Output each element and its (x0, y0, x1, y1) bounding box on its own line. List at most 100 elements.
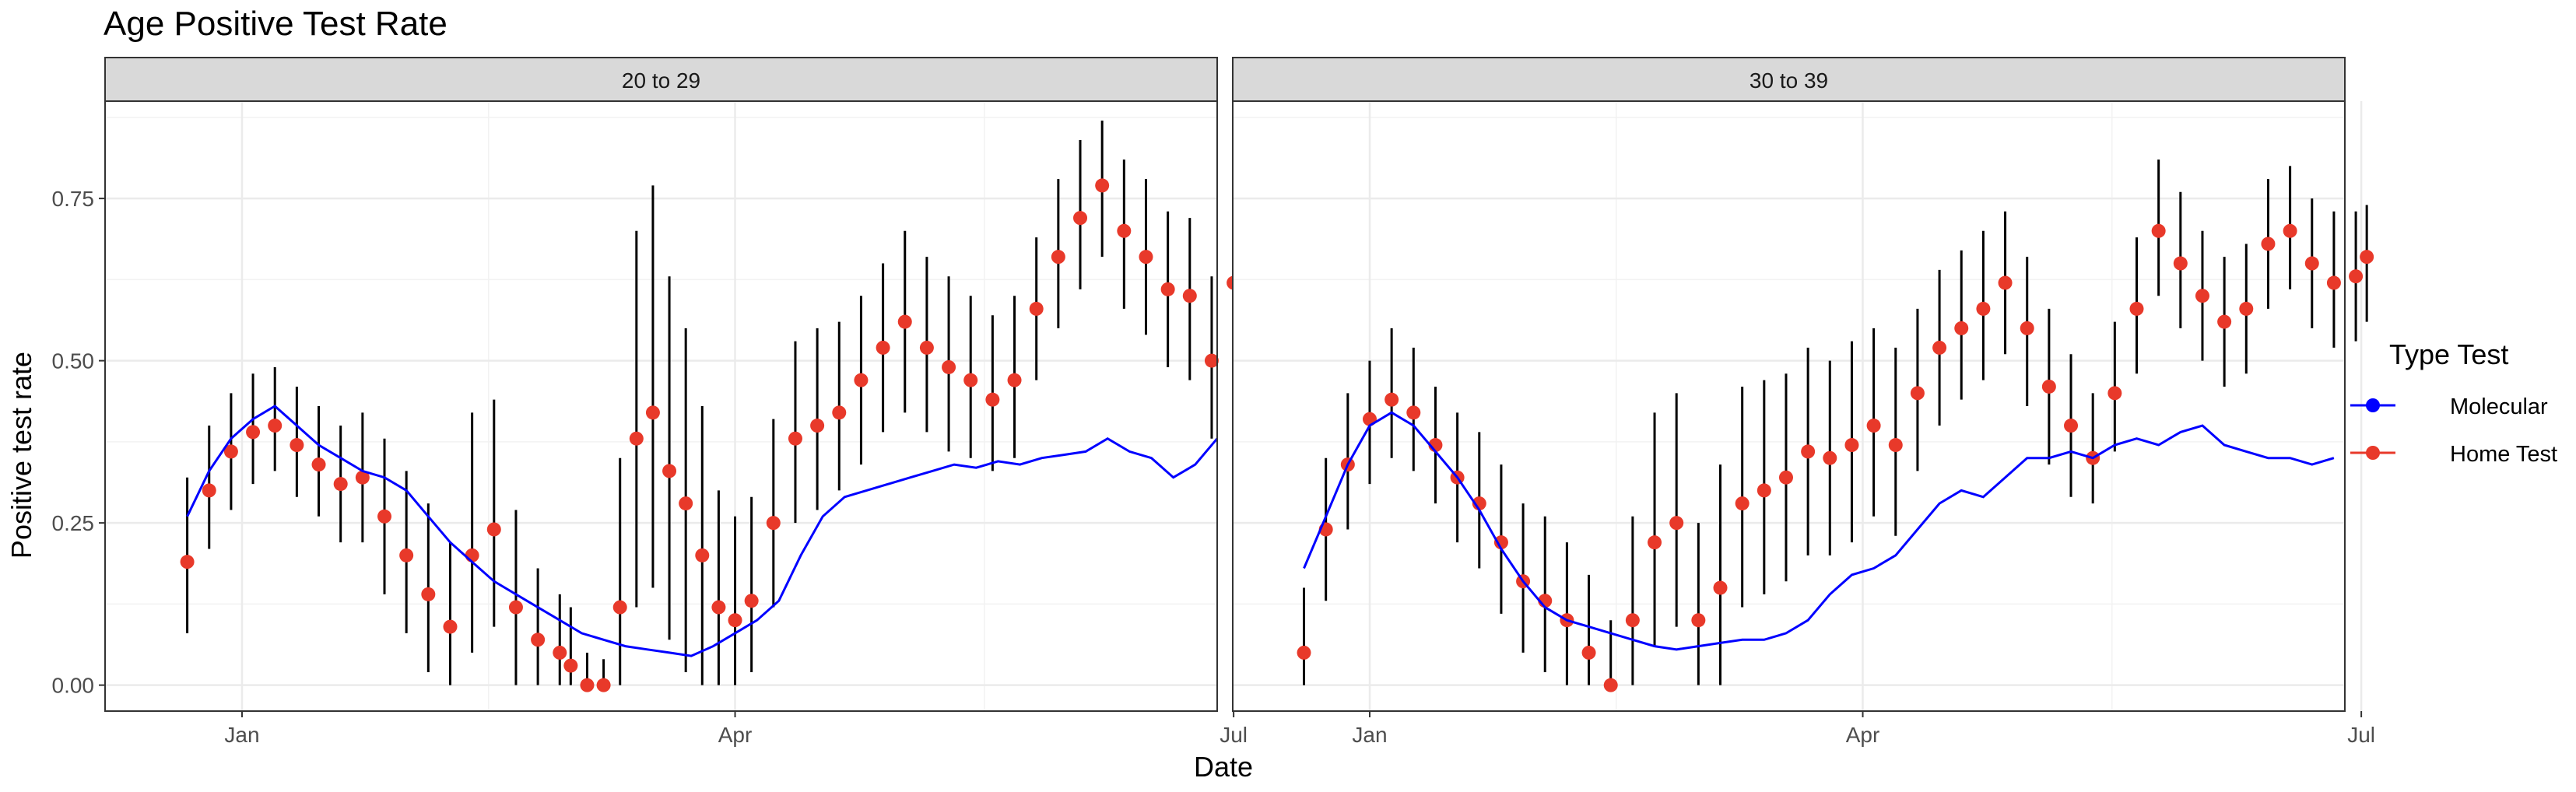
data-point (180, 555, 195, 569)
legend-item-molecular: Molecular (2350, 394, 2548, 419)
data-point (2239, 301, 2254, 316)
data-point (311, 457, 326, 472)
plot-background (105, 101, 1217, 711)
data-point (985, 392, 1000, 407)
data-point (1713, 580, 1728, 595)
data-point (897, 314, 912, 329)
data-point (2195, 289, 2209, 303)
legend-label-home-test: Home Test (2450, 442, 2557, 467)
data-point (662, 464, 677, 478)
data-point (1844, 438, 1859, 453)
y-tick-label: 0.75 (52, 187, 95, 211)
data-point (399, 548, 414, 562)
data-point (2107, 386, 2122, 401)
legend-label-molecular: Molecular (2450, 394, 2548, 419)
panel-2: 30 to 39 Jan Apr Jul (1232, 57, 2375, 747)
data-point (246, 425, 261, 440)
data-point (1029, 301, 1044, 316)
data-point (1998, 275, 2013, 290)
y-tick-label: 0.00 (52, 674, 95, 698)
legend-key-point (2366, 398, 2380, 412)
data-point (1182, 289, 1197, 303)
x-axis-title: Date (1194, 751, 1253, 783)
data-point (1385, 392, 1399, 407)
data-point (2360, 250, 2374, 265)
data-point (2349, 269, 2364, 284)
panel-border (104, 100, 1218, 712)
x-tick-label: Jan (1352, 723, 1387, 747)
series-home-test (1297, 159, 2374, 692)
data-point (1910, 386, 1925, 401)
data-point (1139, 250, 1153, 265)
data-point (580, 678, 595, 692)
data-point (1735, 496, 1750, 511)
data-point (832, 405, 847, 420)
panel-1: 20 to 29 0.00 0.25 0.50 0.75 Jan Apr Jul (52, 57, 1248, 747)
data-point (443, 619, 458, 634)
legend: Type Test Molecular Home Test (2350, 338, 2557, 467)
data-point (486, 522, 501, 537)
data-point (1160, 282, 1175, 296)
data-point (223, 444, 238, 459)
chart-title: Age Positive Test Rate (104, 5, 447, 43)
data-point (1204, 353, 1219, 368)
data-point (2326, 275, 2341, 290)
data-point (2173, 256, 2188, 271)
x-tick-label: Apr (718, 723, 753, 747)
plot-background (1233, 101, 2345, 711)
data-point (1778, 470, 1793, 485)
data-point (1095, 178, 1110, 193)
facet-strip (104, 57, 1218, 102)
data-point (1669, 516, 1684, 531)
data-point (1406, 405, 1421, 420)
data-point (1823, 450, 1837, 465)
data-point (1297, 645, 1311, 660)
series-line-molecular (186, 405, 1219, 657)
facet-strip-label: 20 to 29 (622, 68, 700, 93)
data-point (508, 600, 523, 615)
data-point (1117, 223, 1132, 238)
x-tick-label: Jul (1220, 723, 1248, 747)
facet-strip (1232, 57, 2346, 102)
data-point (2151, 223, 2166, 238)
data-point (531, 633, 546, 647)
x-tick-label: Jul (2347, 723, 2375, 747)
data-point (1472, 496, 1486, 511)
data-point (1954, 321, 1969, 335)
y-tick-label: 0.50 (52, 349, 95, 373)
data-point (1866, 419, 1881, 433)
data-point (2020, 321, 2034, 335)
x-tick-label: Jan (224, 723, 259, 747)
data-point (1493, 535, 1508, 550)
data-point (854, 373, 869, 387)
data-point (2261, 237, 2276, 251)
data-point (788, 431, 802, 446)
data-point (1581, 645, 1596, 660)
data-point (2041, 379, 2056, 394)
data-point (2064, 419, 2079, 433)
data-point (744, 594, 759, 608)
data-point (629, 431, 644, 446)
data-point (465, 548, 479, 562)
data-point (1073, 211, 1088, 226)
data-point (268, 419, 283, 433)
data-point (2129, 301, 2144, 316)
data-point (679, 496, 693, 511)
data-point (1801, 444, 1816, 459)
data-point (421, 587, 436, 601)
data-point (596, 678, 611, 692)
legend-title: Type Test (2389, 338, 2508, 370)
facet-strip-label: 30 to 39 (1750, 68, 1828, 93)
data-point (612, 600, 627, 615)
series-line-molecular (1303, 411, 2335, 651)
data-point (1051, 250, 1065, 265)
data-point (766, 516, 781, 531)
data-point (711, 600, 726, 615)
data-point (1757, 483, 1771, 498)
data-point (2304, 256, 2319, 271)
data-point (1625, 613, 1640, 628)
data-point (1932, 340, 1947, 355)
panel-border (1232, 100, 2346, 712)
